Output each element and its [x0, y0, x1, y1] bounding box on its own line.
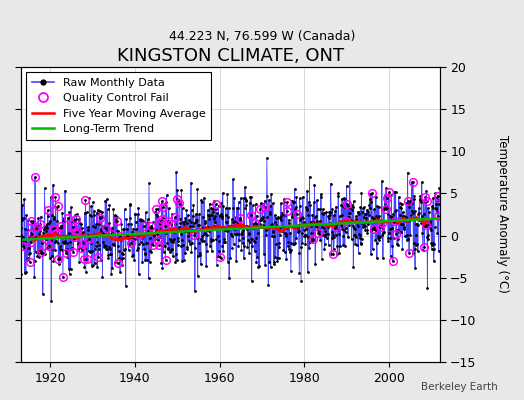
- Legend: Raw Monthly Data, Quality Control Fail, Five Year Moving Average, Long-Term Tren: Raw Monthly Data, Quality Control Fail, …: [26, 72, 211, 140]
- Title: KINGSTON CLIMATE, ONT: KINGSTON CLIMATE, ONT: [117, 47, 344, 65]
- Y-axis label: Temperature Anomaly (°C): Temperature Anomaly (°C): [496, 136, 509, 293]
- Text: Berkeley Earth: Berkeley Earth: [421, 382, 498, 392]
- Text: 44.223 N, 76.599 W (Canada): 44.223 N, 76.599 W (Canada): [169, 30, 355, 43]
